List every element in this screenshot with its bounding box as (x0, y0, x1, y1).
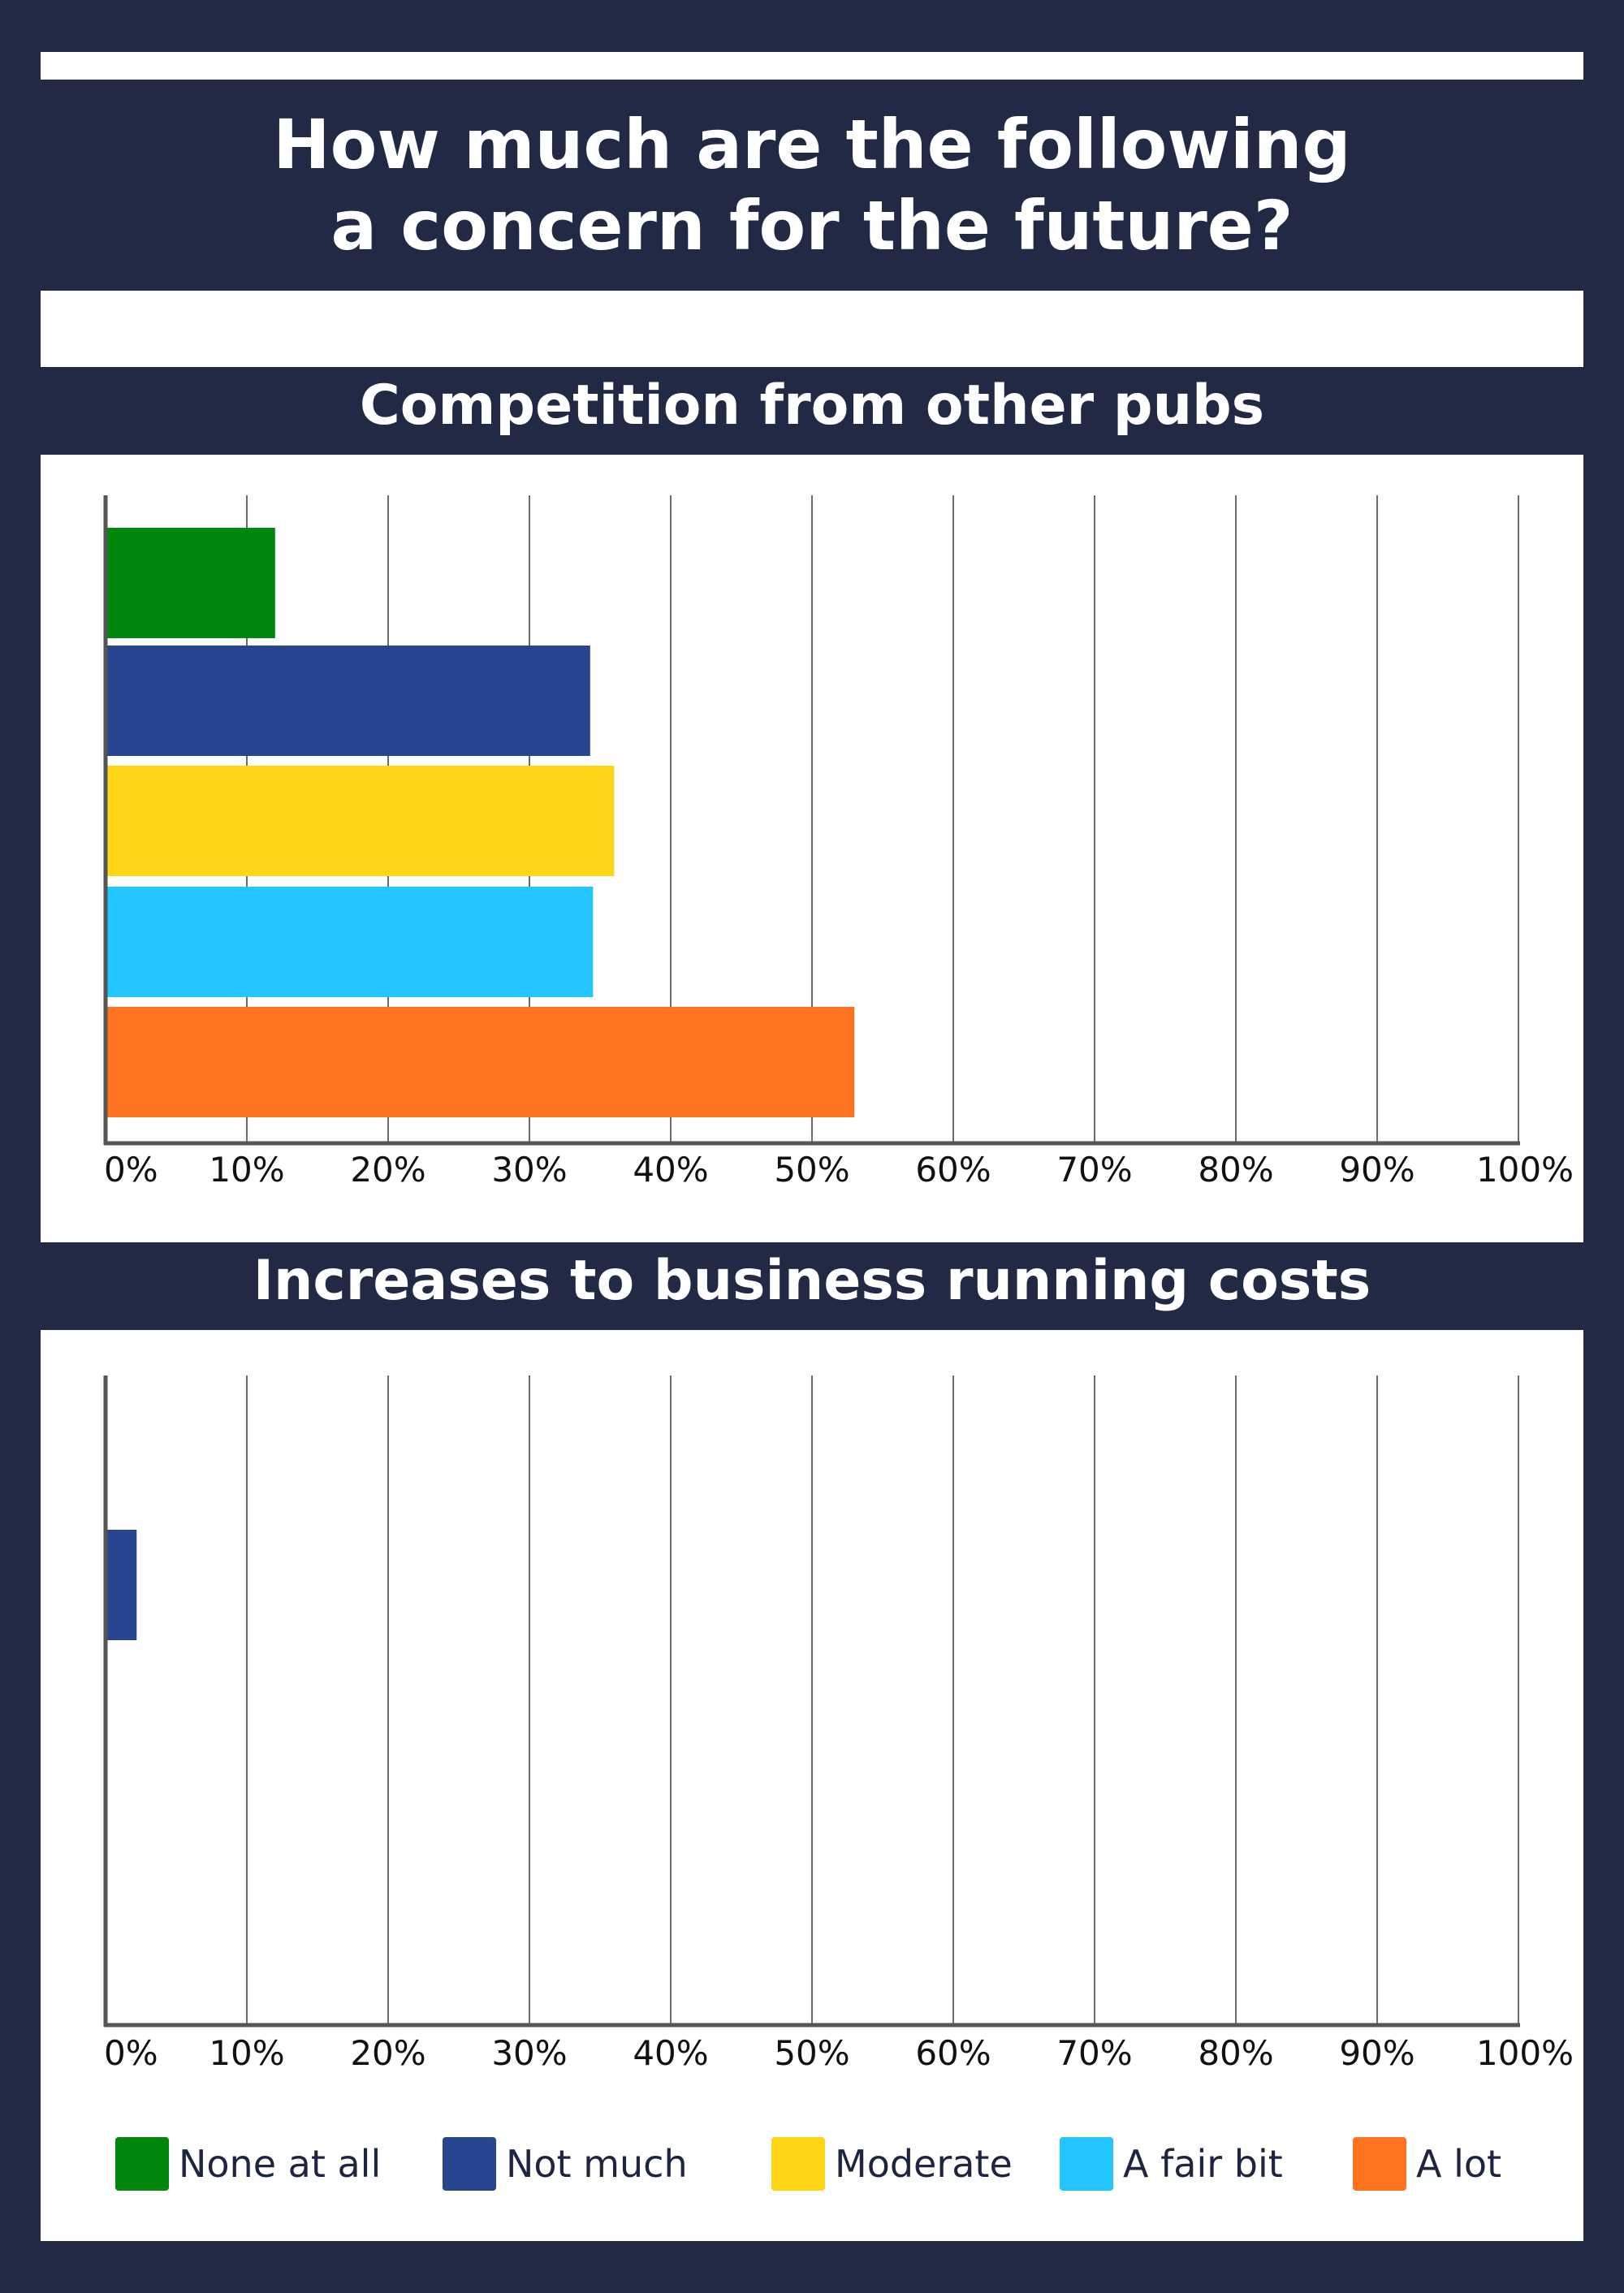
x-tick-label: 80% (1198, 1150, 1273, 1190)
x-tick-label: 0% (104, 1150, 158, 1190)
x-tick-label: 80% (1198, 2033, 1273, 2073)
bar-a-fair-bit (107, 887, 594, 997)
chart-1-panel: 0% 10% 20% 30% 40% 50% 60% 70% 80% 90% 100% (41, 455, 1583, 1242)
x-tick-label: 10% (209, 2033, 284, 2073)
x-tick-label: 100% (1476, 1150, 1574, 1190)
x-tick-label: 30% (491, 2033, 567, 2073)
chart-1-title: Competition from other pubs (359, 374, 1265, 438)
chart-2-plot: 0% 10% 20% 30% 40% 50% 60% 70% 80% 90% 100% (103, 1375, 1574, 2073)
x-tick-label: 60% (915, 1150, 991, 1190)
bar-moderate (107, 766, 615, 876)
legend-label: A fair bit (1123, 2142, 1283, 2186)
top-white-band (41, 52, 1583, 80)
legend-label: Not much (506, 2142, 688, 2186)
x-tick-label: 70% (1056, 2033, 1132, 2073)
x-tick-label: 90% (1339, 2033, 1415, 2073)
x-tick-label: 40% (633, 1150, 708, 1190)
x-tick-label: 100% (1476, 2033, 1574, 2073)
legend-label: None at all (179, 2142, 382, 2186)
x-tick-label: 40% (633, 2033, 708, 2073)
bar-none-at-all (107, 528, 275, 638)
spacer-white-band (41, 291, 1583, 367)
bar-not-much (107, 1530, 137, 1640)
page-title: How much are the following a concern for… (273, 105, 1351, 266)
chart-1-plot: 0% 10% 20% 30% 40% 50% 60% 70% 80% 90% 100% (103, 495, 1574, 1190)
legend-label: Moderate (835, 2142, 1013, 2186)
legend-swatch (443, 2137, 496, 2191)
legend-swatch (1353, 2137, 1406, 2191)
bar-a-lot (107, 1007, 855, 1117)
legend-swatch (771, 2137, 825, 2191)
x-tick-label: 50% (774, 1150, 849, 1190)
legend: None at all Not much Moderate A fair bit… (0, 2135, 1624, 2192)
x-tick-label: 50% (774, 2033, 849, 2073)
x-tick-label: 30% (491, 1150, 567, 1190)
chart-2-panel: 0% 10% 20% 30% 40% 50% 60% 70% 80% 90% 100% (41, 1330, 1583, 2241)
legend-swatch (115, 2137, 169, 2191)
x-tick-label: 70% (1056, 1150, 1132, 1190)
x-tick-label: 20% (350, 1150, 425, 1190)
x-tick-label: 90% (1339, 1150, 1415, 1190)
x-tick-label: 20% (350, 2033, 425, 2073)
x-tick-label: 10% (209, 1150, 284, 1190)
chart-2-title: Increases to business running costs (253, 1249, 1371, 1313)
bar-not-much (107, 646, 590, 756)
legend-label: A lot (1416, 2142, 1502, 2186)
legend-swatch (1060, 2137, 1113, 2191)
x-tick-label: 0% (104, 2033, 158, 2073)
x-tick-label: 60% (915, 2033, 991, 2073)
